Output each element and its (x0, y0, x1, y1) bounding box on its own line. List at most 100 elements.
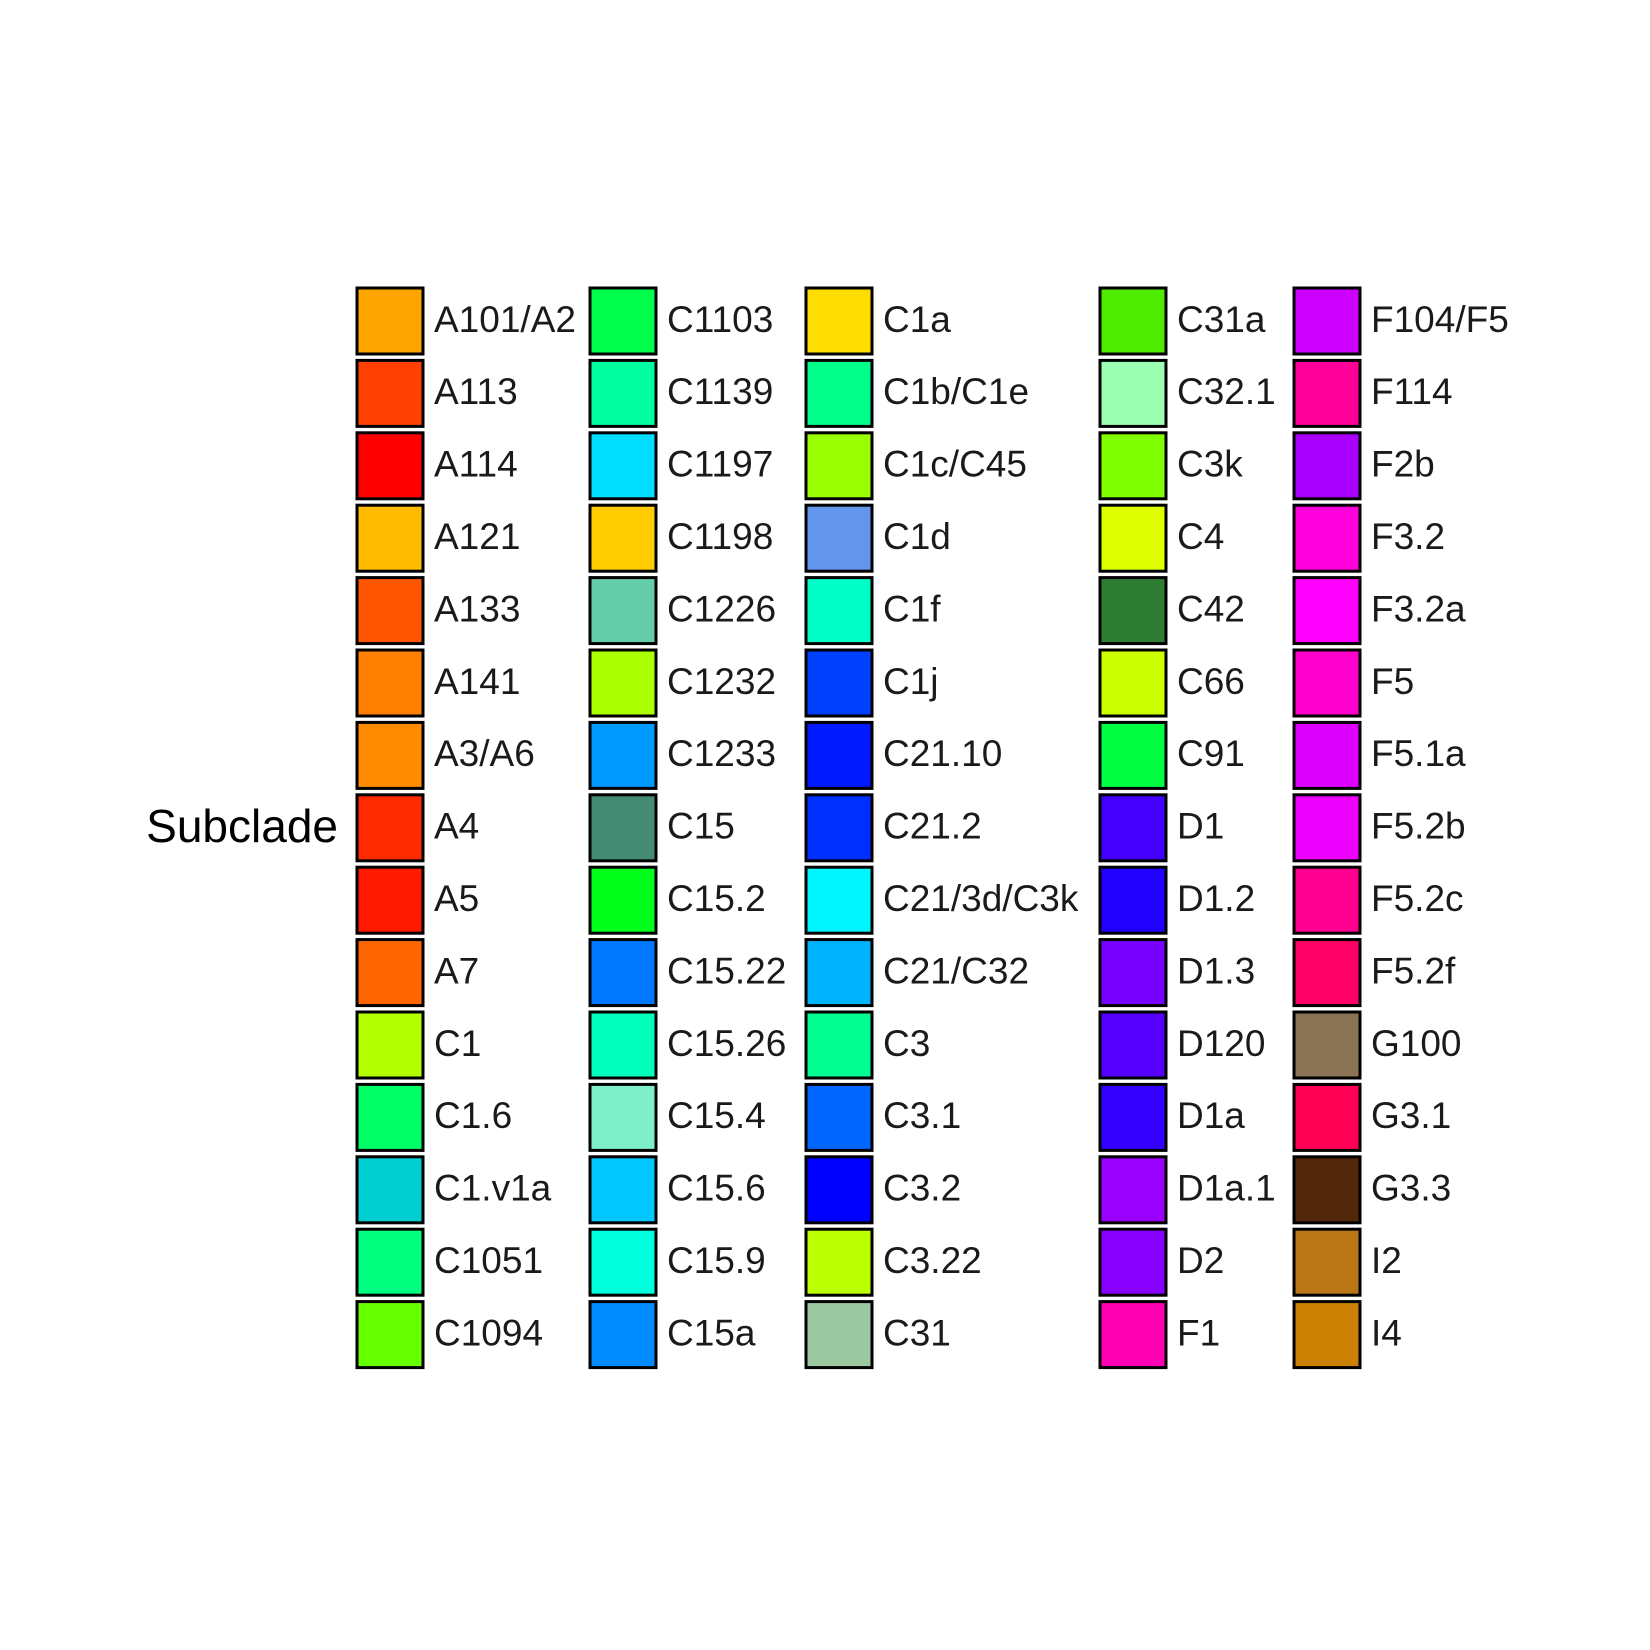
legend-label: C15.22 (667, 950, 786, 991)
legend-swatch (588, 1300, 658, 1370)
legend-label: C3.22 (883, 1240, 982, 1281)
legend-label: C1226 (667, 588, 776, 629)
legend-label: C15 (667, 806, 735, 847)
legend-swatch (1098, 865, 1168, 935)
legend-swatch (804, 1227, 874, 1297)
legend-label: C1 (434, 1023, 481, 1064)
legend-label: A5 (434, 878, 479, 919)
legend-swatch (1098, 1227, 1168, 1297)
legend-label: C15a (667, 1312, 756, 1353)
legend-swatch (1098, 576, 1168, 646)
legend-label: C91 (1177, 733, 1245, 774)
legend-swatch (804, 938, 874, 1008)
legend-label: I4 (1371, 1312, 1402, 1353)
legend-label: D1.2 (1177, 878, 1255, 919)
legend-swatch (1098, 1082, 1168, 1152)
legend-label: G3.1 (1371, 1095, 1451, 1136)
legend-label: C21/3d/C3k (883, 878, 1079, 919)
legend-label: F1 (1177, 1312, 1220, 1353)
legend-label: C1197 (667, 444, 773, 485)
legend-swatch (804, 1155, 874, 1225)
legend-swatch (588, 1227, 658, 1297)
legend-swatch (804, 1082, 874, 1152)
legend-label: A133 (434, 588, 520, 629)
legend-swatch (804, 286, 874, 356)
legend-label: C1233 (667, 733, 776, 774)
legend-swatch (355, 793, 425, 863)
legend-swatch (355, 1227, 425, 1297)
legend-swatch (588, 1155, 658, 1225)
legend-swatch (1292, 1227, 1362, 1297)
legend-swatch (355, 1010, 425, 1080)
legend-label: C31 (883, 1312, 951, 1353)
legend-swatch (588, 720, 658, 790)
legend-label: C4 (1177, 516, 1224, 557)
legend-swatch (804, 431, 874, 501)
legend-label: F104/F5 (1371, 299, 1509, 340)
legend-swatch (1098, 1010, 1168, 1080)
legend-swatch (1292, 1010, 1362, 1080)
legend-swatch (804, 720, 874, 790)
legend-label: C42 (1177, 588, 1245, 629)
legend-label: C1094 (434, 1312, 543, 1353)
legend-label: D120 (1177, 1023, 1265, 1064)
legend-label: C66 (1177, 661, 1245, 702)
legend-label: C1b/C1e (883, 371, 1029, 412)
legend-label: D1a.1 (1177, 1168, 1276, 1209)
legend-swatch (588, 503, 658, 573)
legend-label: F3.2a (1371, 588, 1466, 629)
legend-swatch (1098, 1155, 1168, 1225)
legend-title: Subclade (146, 800, 338, 852)
legend-swatch (1292, 1082, 1362, 1152)
legend-swatch (804, 358, 874, 428)
legend-label: C3k (1177, 444, 1243, 485)
legend-label: C21.2 (883, 806, 982, 847)
legend-swatch (1098, 431, 1168, 501)
legend-swatch (588, 1082, 658, 1152)
legend-label: C1103 (667, 299, 773, 340)
legend-swatch (804, 648, 874, 718)
legend-swatch (355, 1155, 425, 1225)
legend-swatch (355, 286, 425, 356)
legend-label: A114 (434, 444, 518, 485)
legend-label: C3.2 (883, 1168, 961, 1209)
legend-swatch (1098, 1300, 1168, 1370)
legend-swatch (355, 358, 425, 428)
legend-swatch (1292, 503, 1362, 573)
legend-label: C1139 (667, 371, 773, 412)
legend-swatch (588, 431, 658, 501)
legend-label: C15.9 (667, 1240, 766, 1281)
legend-swatch (1098, 720, 1168, 790)
legend-swatch (355, 576, 425, 646)
legend-swatch (1098, 793, 1168, 863)
legend-label: C1232 (667, 661, 776, 702)
legend-label: C1d (883, 516, 951, 557)
legend-label: I2 (1371, 1240, 1402, 1281)
legend-label: D1 (1177, 806, 1224, 847)
legend-swatch (804, 865, 874, 935)
legend-label: G100 (1371, 1023, 1462, 1064)
legend-swatch (1292, 358, 1362, 428)
legend-label: G3.3 (1371, 1168, 1451, 1209)
legend-label: F2b (1371, 444, 1435, 485)
legend-swatch (588, 648, 658, 718)
legend-swatch (1292, 1155, 1362, 1225)
legend-swatch (588, 865, 658, 935)
legend-swatch (588, 358, 658, 428)
legend-label: A113 (434, 371, 518, 412)
legend-label: C3.1 (883, 1095, 961, 1136)
legend-label: C3 (883, 1023, 930, 1064)
legend-swatch (355, 720, 425, 790)
legend-label: C15.4 (667, 1095, 766, 1136)
legend-swatch (1292, 431, 1362, 501)
legend-swatch (355, 431, 425, 501)
legend-swatch (1292, 865, 1362, 935)
legend-swatch (1098, 503, 1168, 573)
legend-label: D2 (1177, 1240, 1224, 1281)
legend-label: A3/A6 (434, 733, 535, 774)
legend-swatch (1292, 286, 1362, 356)
legend-swatch (1292, 1300, 1362, 1370)
legend-label: C1f (883, 588, 941, 629)
legend-label: F5 (1371, 661, 1414, 702)
